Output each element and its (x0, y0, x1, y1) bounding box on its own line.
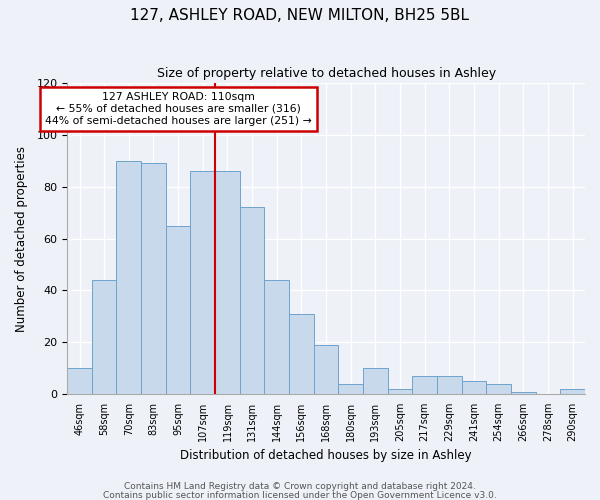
Y-axis label: Number of detached properties: Number of detached properties (15, 146, 28, 332)
Bar (363, 368, 388, 394)
Bar (412, 376, 437, 394)
Bar (240, 208, 265, 394)
Text: Contains HM Land Registry data © Crown copyright and database right 2024.: Contains HM Land Registry data © Crown c… (124, 482, 476, 491)
Text: 127 ASHLEY ROAD: 110sqm
← 55% of detached houses are smaller (316)
44% of semi-d: 127 ASHLEY ROAD: 110sqm ← 55% of detache… (45, 92, 312, 126)
Bar (511, 392, 536, 394)
Text: 127, ASHLEY ROAD, NEW MILTON, BH25 5BL: 127, ASHLEY ROAD, NEW MILTON, BH25 5BL (131, 8, 470, 22)
Bar (462, 381, 487, 394)
Bar (437, 376, 462, 394)
Bar (265, 280, 289, 394)
Text: Contains public sector information licensed under the Open Government Licence v3: Contains public sector information licen… (103, 490, 497, 500)
Bar (560, 389, 585, 394)
Bar (215, 171, 240, 394)
Bar (289, 314, 314, 394)
Bar (388, 389, 412, 394)
Bar (190, 171, 215, 394)
Bar (314, 345, 338, 394)
Title: Size of property relative to detached houses in Ashley: Size of property relative to detached ho… (157, 68, 496, 80)
Bar (92, 280, 116, 394)
Bar (141, 164, 166, 394)
Bar (338, 384, 363, 394)
X-axis label: Distribution of detached houses by size in Ashley: Distribution of detached houses by size … (180, 450, 472, 462)
Bar (166, 226, 190, 394)
Bar (67, 368, 92, 394)
Bar (487, 384, 511, 394)
Bar (116, 161, 141, 394)
